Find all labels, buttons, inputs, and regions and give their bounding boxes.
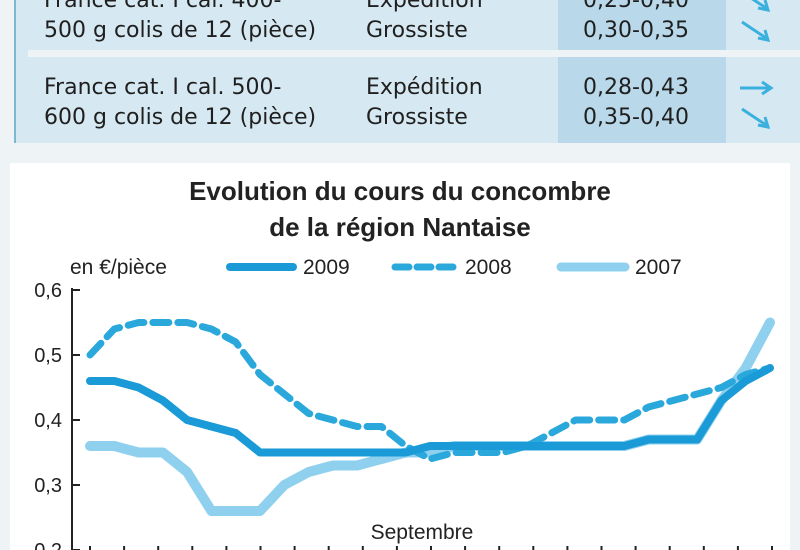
trend-down-arrow-icon — [751, 0, 771, 12]
line-chart: 0,6 0,5 0,4 0,3 0,2 en €/pièce Septembre 2009 20… — [34, 256, 775, 550]
legend-label-2009: 2009 — [303, 256, 350, 279]
price-cell: 0,28-0,43 0,35-0,40 — [566, 73, 706, 133]
product-line-2: 500 g colis de 12 (pièce) — [44, 18, 317, 43]
series-line-2008 — [86, 319, 774, 463]
x-annotation-label: Septembre — [371, 521, 474, 544]
price-expedition: 0,28-0,43 — [583, 75, 689, 100]
chart-panel: Evolution du cours du concombre de la ré… — [10, 163, 790, 550]
price-column-background — [558, 0, 726, 143]
channel-grossiste: Grossiste — [366, 105, 468, 130]
table-row: France cat. I cal. 500- 600 g colis de 1… — [14, 73, 800, 133]
trend-down-arrow-icon — [741, 20, 771, 42]
product-line-1: France cat. I cal. 500- — [44, 75, 282, 100]
price-grossiste: 0,35-0,40 — [583, 105, 689, 130]
y-tick-label: 0,2 — [34, 540, 62, 550]
product-line-1: France cat. I cal. 400- — [44, 0, 282, 13]
y-tick-label: 0,5 — [34, 345, 62, 367]
legend-label-2007: 2007 — [635, 256, 682, 279]
y-tick-label: 0,3 — [34, 475, 62, 497]
series-line-2007 — [85, 317, 775, 516]
y-axis-label: en €/pièce — [70, 256, 167, 279]
table-left-rule — [14, 0, 16, 143]
channel-expedition: Expédition — [366, 75, 483, 100]
chart-title: Evolution du cours du concombre de la ré… — [10, 173, 790, 245]
trend-down-arrow-icon — [741, 107, 771, 129]
price-table: France cat. I cal. 400- 500 g colis de 1… — [14, 0, 800, 143]
channel-cell: Expédition Grossiste — [366, 0, 483, 46]
chart-title-line-1: Evolution du cours du concombre — [189, 176, 611, 206]
price-expedition: 0,25-0,40 — [583, 0, 689, 13]
product-cell: France cat. I cal. 500- 600 g colis de 1… — [44, 73, 316, 133]
y-tick-label: 0,6 — [34, 280, 62, 302]
series-line-2009 — [86, 364, 774, 457]
trend-stable-arrow-icon — [740, 80, 774, 96]
product-cell: France cat. I cal. 400- 500 g colis de 1… — [44, 0, 316, 46]
price-grossiste: 0,30-0,35 — [583, 18, 689, 43]
channel-expedition: Expédition — [366, 0, 483, 13]
channel-grossiste: Grossiste — [366, 18, 468, 43]
trend-cell — [736, 0, 786, 46]
chart-title-line-2: de la région Nantaise — [269, 212, 531, 242]
table-row: France cat. I cal. 400- 500 g colis de 1… — [14, 0, 800, 46]
trend-cell — [736, 73, 786, 133]
product-line-2: 600 g colis de 12 (pièce) — [44, 105, 317, 130]
y-tick-label: 0,4 — [34, 410, 62, 432]
price-cell: 0,25-0,40 0,30-0,35 — [566, 0, 706, 46]
legend-label-2008: 2008 — [465, 256, 512, 279]
row-separator — [28, 50, 800, 57]
channel-cell: Expédition Grossiste — [366, 73, 483, 133]
